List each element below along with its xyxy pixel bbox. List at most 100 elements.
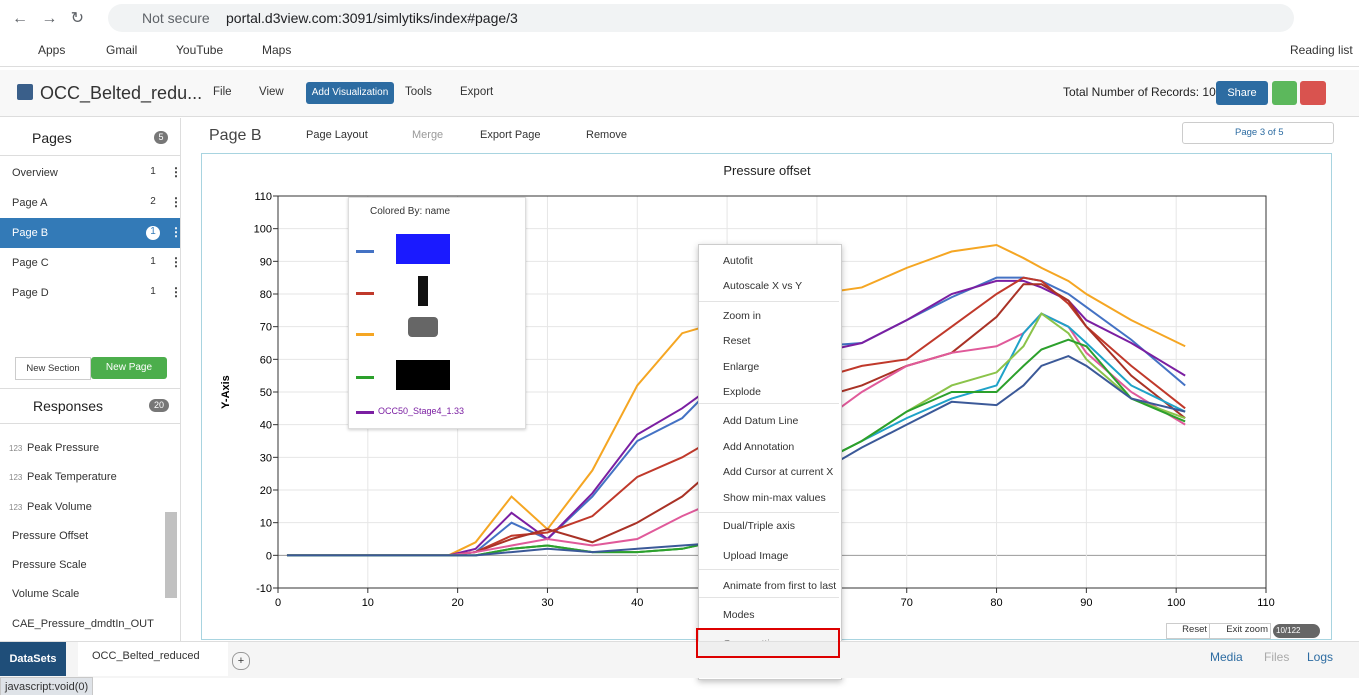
app-header — [0, 70, 1359, 117]
x-tick-label: 40 — [631, 597, 643, 609]
sidebar-divider — [0, 155, 180, 156]
bookmark[interactable]: YouTube — [176, 43, 224, 57]
page-count: 1 — [150, 256, 156, 267]
footer-reset[interactable]: Reset — [1166, 623, 1210, 639]
page-menu[interactable]: ⋮ — [170, 225, 182, 239]
menu-item[interactable]: Add Cursor at current X — [723, 466, 834, 478]
y-tick-label: -10 — [256, 583, 272, 595]
pages-count: 5 — [154, 131, 168, 144]
page-menu[interactable]: ⋮ — [170, 255, 182, 269]
bookmark[interactable]: Maps — [262, 43, 292, 57]
toolbar-item[interactable]: Remove — [586, 129, 627, 141]
x-tick-label: 30 — [541, 597, 553, 609]
menu-item[interactable]: Explode — [723, 386, 761, 398]
menu-item[interactable]: Modes — [723, 609, 755, 621]
footer-exit-zoom[interactable]: Exit zoom — [1209, 623, 1271, 639]
menu-item[interactable]: Autoscale X vs Y — [723, 280, 803, 292]
dataset-tab[interactable]: OCC_Belted_reduced — [78, 642, 228, 676]
context-menu: Autofit Autoscale X vs Y Zoom in Reset Enlar… — [698, 244, 842, 680]
response-label[interactable]: Peak Pressure — [27, 442, 100, 454]
response-label[interactable]: Peak Temperature — [27, 471, 117, 483]
menu-item[interactable]: Enlarge — [723, 361, 760, 373]
datasets-tab[interactable]: DataSets — [0, 642, 66, 676]
page-label[interactable]: Page A — [12, 197, 48, 209]
new-section[interactable]: New Section — [15, 357, 91, 380]
bookmark[interactable]: Apps — [38, 43, 66, 57]
x-tick-label: 80 — [990, 597, 1002, 609]
reading-list[interactable]: Reading list — [1290, 43, 1353, 57]
menu-item[interactable]: Autofit — [723, 255, 753, 267]
files-link[interactable]: Files — [1264, 650, 1290, 664]
y-tick-label: 60 — [260, 354, 272, 366]
legend-swatch — [356, 376, 374, 379]
logs-link[interactable]: Logs — [1307, 650, 1334, 664]
page-label[interactable]: Overview — [12, 167, 58, 179]
menu-item[interactable]: Tools — [405, 86, 432, 98]
add-tab[interactable]: + — [232, 652, 250, 670]
page-label[interactable]: Page B — [12, 227, 49, 239]
bookmark[interactable]: Gmail — [106, 43, 138, 57]
x-tick-label: 110 — [1257, 597, 1275, 609]
scrollbar[interactable] — [165, 512, 177, 598]
response-label[interactable]: Volume Scale — [12, 588, 80, 600]
toolbar-item[interactable]: Merge — [412, 129, 444, 141]
response-label[interactable]: Pressure Offset — [12, 530, 89, 542]
close-button[interactable] — [1300, 81, 1326, 105]
page-label[interactable]: Page D — [12, 287, 49, 299]
toolbar-item[interactable]: Export Page — [480, 129, 541, 141]
y-tick-label: 50 — [260, 387, 272, 399]
page-menu[interactable]: ⋮ — [170, 195, 182, 209]
menu-item[interactable]: View — [259, 86, 284, 98]
page-menu[interactable]: ⋮ — [170, 165, 182, 179]
legend-image — [408, 317, 438, 337]
x-tick-label: 100 — [1167, 597, 1185, 609]
legend-label[interactable]: OCC50_Stage4_1.33 — [378, 406, 465, 416]
pager-label: Page 3 of 5 — [1235, 127, 1284, 138]
pager[interactable] — [1182, 122, 1334, 144]
menu-item[interactable]: Add Annotation — [723, 441, 795, 453]
media-link[interactable]: Media — [1210, 650, 1243, 664]
records: Total Number of Records: 10 — [1063, 85, 1216, 99]
url[interactable]: portal.d3view.com:3091/simlytiks/index#p… — [226, 10, 518, 26]
expand-button[interactable] — [1272, 81, 1297, 105]
page-count: 1 — [146, 226, 160, 240]
response-label[interactable]: Peak Volume — [27, 501, 92, 513]
page-count: 1 — [150, 166, 156, 177]
menu-item[interactable]: Upload Image — [723, 550, 789, 562]
response-label[interactable]: CAE_Pressure_dmdtIn_OUT — [12, 618, 154, 630]
y-tick-label: 40 — [260, 420, 272, 432]
legend-image — [396, 360, 450, 390]
menu-separator — [699, 403, 839, 404]
y-tick-label: 0 — [266, 550, 272, 562]
menu-item[interactable]: Reset — [723, 335, 751, 347]
toolbar-item[interactable]: Page Layout — [306, 129, 368, 141]
page-menu[interactable]: ⋮ — [170, 285, 182, 299]
responses-count: 20 — [149, 399, 169, 412]
app-icon — [17, 84, 33, 100]
response-label[interactable]: Pressure Scale — [12, 559, 87, 571]
menu-item[interactable]: Dual/Triple axis — [723, 520, 795, 532]
legend-swatch — [356, 250, 374, 253]
x-tick-label: 20 — [452, 597, 464, 609]
menu-item[interactable]: Animate from first to last — [723, 580, 837, 592]
menu-item[interactable]: Zoom in — [723, 310, 761, 322]
menu-item[interactable]: Show min-max values — [723, 492, 826, 504]
page-count: 1 — [150, 286, 156, 297]
page-label[interactable]: Page C — [12, 257, 49, 269]
menu-item[interactable]: File — [213, 86, 232, 98]
legend-swatch — [356, 292, 374, 295]
y-tick-label: 10 — [260, 518, 272, 530]
page-title: Page B — [209, 127, 262, 144]
new-page[interactable]: New Page — [91, 357, 167, 379]
url-pill[interactable] — [108, 4, 1294, 32]
legend-box — [348, 197, 526, 429]
menu-item[interactable]: Add Datum Line — [723, 415, 799, 427]
footer-badge: 10/122 — [1273, 624, 1320, 638]
responses-header — [0, 388, 180, 424]
add-visualization[interactable]: Add Visualization — [306, 82, 394, 104]
menu-separator — [699, 597, 839, 598]
nav-icons[interactable]: ← → ↻ — [12, 10, 85, 27]
menu-item[interactable]: Export — [460, 86, 494, 98]
share-button[interactable]: Share — [1216, 81, 1268, 105]
legend-swatch — [356, 411, 374, 414]
